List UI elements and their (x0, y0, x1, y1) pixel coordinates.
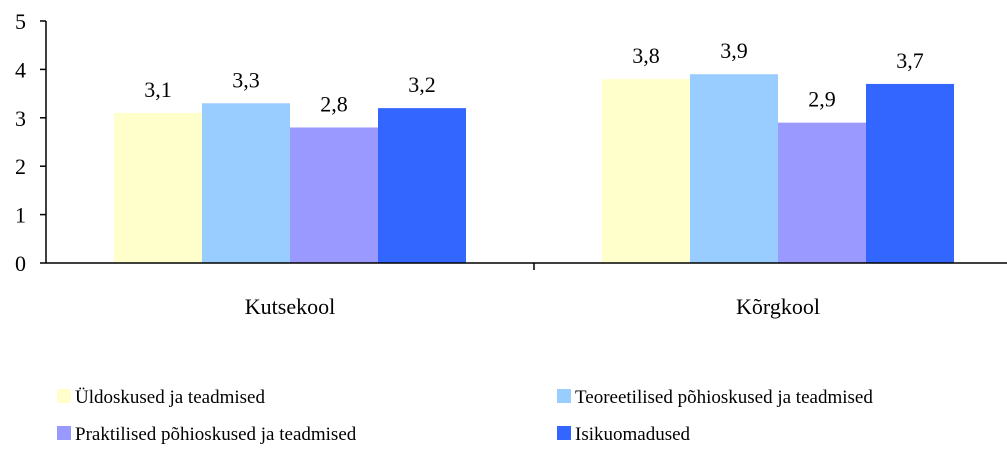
bar (202, 103, 290, 263)
axes-group (45, 21, 1007, 270)
data-label: 3,9 (720, 38, 748, 63)
legend-label: Isikuomadused (575, 424, 691, 445)
legend-label: Praktilised põhioskused ja teadmised (75, 424, 357, 445)
y-ticks-group: 0 1 2 3 4 5 (15, 9, 46, 276)
bar (378, 108, 466, 264)
data-label: 3,1 (144, 77, 172, 102)
data-label: 3,2 (408, 72, 436, 97)
legend-swatch (57, 389, 71, 403)
y-tick-label: 4 (15, 57, 26, 82)
category-label: Kutsekool (245, 294, 335, 319)
bar (602, 79, 690, 263)
category-labels-group: Kutsekool Kõrgkool (245, 294, 820, 319)
bar (290, 127, 378, 263)
legend: Üldoskused ja teadmised Teoreetilised põh… (57, 387, 873, 445)
y-tick-label: 1 (15, 203, 26, 228)
legend-label: Üldoskused ja teadmised (75, 387, 265, 408)
y-tick-label: 5 (15, 9, 26, 34)
bar (114, 112, 202, 264)
data-labels-group: 3,1 3,3 2,8 3,2 3,8 3,9 2,9 3,7 (144, 38, 924, 116)
y-tick-label: 2 (15, 154, 26, 179)
data-label: 2,9 (808, 87, 836, 112)
data-label: 3,7 (896, 48, 924, 73)
bar (866, 83, 954, 263)
data-label: 3,8 (632, 43, 660, 68)
bar (690, 74, 778, 264)
bars-group (114, 74, 954, 264)
category-label: Kõrgkool (736, 294, 820, 319)
data-label: 3,3 (232, 67, 260, 92)
legend-swatch (57, 426, 71, 440)
legend-swatch (557, 389, 571, 403)
data-label: 2,8 (320, 91, 348, 116)
legend-label: Teoreetilised põhioskused ja teadmised (575, 387, 873, 408)
bar (778, 122, 866, 263)
y-tick-label: 0 (15, 251, 26, 276)
y-tick-label: 3 (15, 106, 26, 131)
legend-swatch (557, 426, 571, 440)
